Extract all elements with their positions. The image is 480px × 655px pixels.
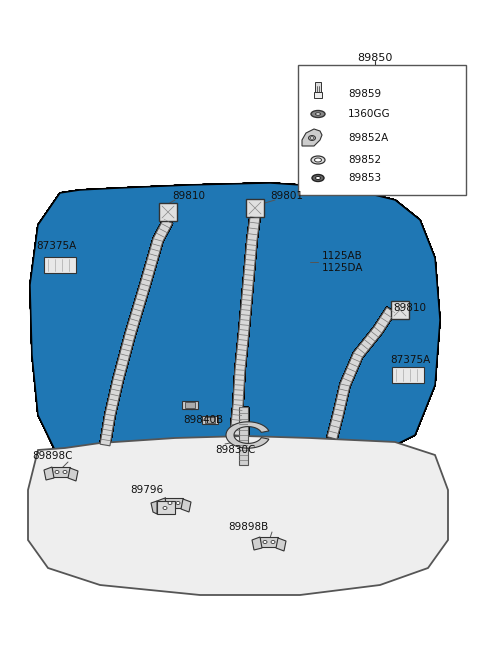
Text: 1360GG: 1360GG <box>348 109 391 119</box>
Bar <box>298 65 466 195</box>
Polygon shape <box>68 468 78 481</box>
Text: 89898C: 89898C <box>32 451 72 461</box>
Polygon shape <box>165 498 183 508</box>
Polygon shape <box>181 499 191 512</box>
Polygon shape <box>44 467 54 480</box>
Ellipse shape <box>55 470 59 474</box>
Text: 87375A: 87375A <box>390 355 430 365</box>
PathPatch shape <box>30 183 440 468</box>
Text: 89840B: 89840B <box>183 415 223 425</box>
Bar <box>159 203 177 221</box>
Ellipse shape <box>311 137 313 140</box>
Bar <box>391 301 409 319</box>
Polygon shape <box>157 501 175 514</box>
Ellipse shape <box>168 502 172 504</box>
Ellipse shape <box>263 540 267 544</box>
PathPatch shape <box>327 307 395 440</box>
Text: 89853: 89853 <box>348 173 381 183</box>
Polygon shape <box>260 537 278 547</box>
Bar <box>246 199 264 217</box>
Ellipse shape <box>312 174 324 181</box>
Polygon shape <box>151 501 157 514</box>
Text: 89850: 89850 <box>357 53 393 63</box>
Ellipse shape <box>314 158 322 162</box>
PathPatch shape <box>239 407 248 465</box>
Bar <box>202 416 218 424</box>
Ellipse shape <box>309 136 315 141</box>
Polygon shape <box>252 537 262 550</box>
Text: 89796: 89796 <box>130 485 163 495</box>
PathPatch shape <box>100 219 172 446</box>
Text: 89830C: 89830C <box>215 445 255 455</box>
Polygon shape <box>52 467 70 477</box>
Text: 89898B: 89898B <box>228 522 268 532</box>
Bar <box>205 417 215 423</box>
Ellipse shape <box>63 470 67 474</box>
Ellipse shape <box>311 111 325 117</box>
Polygon shape <box>226 422 269 448</box>
Bar <box>392 367 424 383</box>
Text: 89859: 89859 <box>348 89 381 99</box>
Polygon shape <box>28 436 448 595</box>
PathPatch shape <box>327 307 395 440</box>
Ellipse shape <box>311 156 325 164</box>
Text: 89801: 89801 <box>270 191 303 201</box>
Polygon shape <box>30 183 440 468</box>
Ellipse shape <box>271 540 275 544</box>
Text: 1125DA: 1125DA <box>322 263 363 273</box>
Bar <box>185 402 195 408</box>
Ellipse shape <box>176 502 180 504</box>
Ellipse shape <box>163 506 167 510</box>
Polygon shape <box>276 538 286 551</box>
PathPatch shape <box>239 407 248 465</box>
Text: 89810: 89810 <box>172 191 205 201</box>
Polygon shape <box>302 129 322 146</box>
Bar <box>182 401 198 409</box>
Bar <box>314 92 322 98</box>
PathPatch shape <box>230 216 260 436</box>
Text: 89810: 89810 <box>393 303 426 313</box>
Text: 89852: 89852 <box>348 155 381 165</box>
Ellipse shape <box>315 113 321 115</box>
Ellipse shape <box>315 176 321 179</box>
Text: 89852A: 89852A <box>348 133 388 143</box>
PathPatch shape <box>100 219 172 446</box>
Bar <box>315 82 321 92</box>
PathPatch shape <box>230 216 260 436</box>
Polygon shape <box>157 498 167 511</box>
Bar <box>44 257 76 273</box>
Text: 87375A: 87375A <box>36 241 76 251</box>
Text: 1125AB: 1125AB <box>322 251 363 261</box>
